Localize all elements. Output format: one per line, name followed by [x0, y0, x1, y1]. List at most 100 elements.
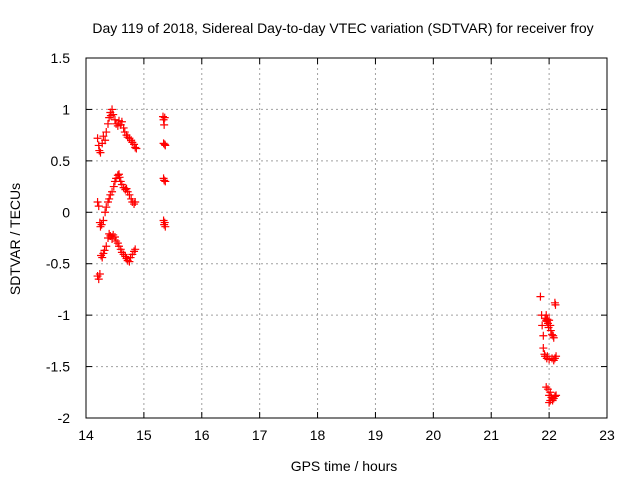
data-point — [108, 105, 117, 114]
x-tick-label: 21 — [483, 427, 499, 443]
data-point — [130, 200, 139, 209]
series-cluster-22 — [536, 292, 561, 407]
data-point — [101, 208, 110, 217]
data-points — [93, 105, 561, 407]
data-point — [99, 132, 108, 141]
data-point — [96, 148, 105, 157]
data-point — [131, 198, 140, 206]
data-point — [546, 326, 555, 335]
data-point — [117, 248, 126, 257]
x-tick-label: 20 — [426, 427, 442, 443]
data-point — [96, 222, 105, 231]
data-point — [542, 354, 551, 363]
y-tick-label: -2 — [58, 410, 71, 426]
data-point — [131, 245, 140, 254]
data-point — [105, 229, 114, 238]
data-point — [538, 321, 547, 330]
data-point — [99, 216, 108, 225]
data-point — [105, 113, 114, 122]
data-point — [95, 146, 104, 155]
data-point — [132, 144, 141, 153]
x-tick-label: 18 — [310, 427, 326, 443]
x-tick-label: 23 — [599, 427, 615, 443]
data-point — [536, 292, 545, 301]
data-point — [128, 138, 137, 147]
data-point — [160, 176, 169, 185]
data-point — [105, 194, 114, 203]
data-point — [161, 222, 170, 231]
data-point — [125, 190, 134, 199]
data-point — [161, 177, 170, 186]
data-point — [109, 230, 118, 239]
data-point — [131, 143, 140, 152]
series-arc-upper — [93, 105, 141, 157]
data-point — [110, 232, 119, 241]
data-point — [101, 136, 110, 145]
data-point — [160, 120, 169, 129]
data-point — [551, 300, 560, 309]
data-point — [109, 182, 118, 191]
data-point — [100, 246, 109, 255]
data-point — [541, 314, 550, 323]
data-point — [125, 257, 134, 266]
x-tick-label: 16 — [194, 427, 210, 443]
data-point — [127, 136, 136, 145]
data-point — [552, 391, 561, 400]
data-point — [117, 117, 126, 126]
plot-frame — [85, 57, 608, 419]
x-tick-label: 15 — [136, 427, 152, 443]
data-point — [125, 134, 134, 143]
x-tick-label: 22 — [541, 427, 557, 443]
data-point — [97, 220, 106, 229]
x-tick-label: 17 — [252, 427, 268, 443]
series-arc-middle — [93, 170, 140, 231]
grid-lines — [86, 58, 607, 418]
y-tick-label: -0.5 — [46, 256, 70, 272]
data-point — [102, 203, 111, 212]
data-point — [94, 275, 103, 284]
x-tick-label: 14 — [78, 427, 94, 443]
axis-ticks — [85, 57, 608, 419]
y-tick-label: -1 — [58, 307, 71, 323]
data-point — [545, 398, 554, 407]
data-point — [550, 354, 559, 363]
data-point — [546, 396, 555, 405]
data-point — [115, 173, 124, 182]
x-tick-label: 19 — [368, 427, 384, 443]
data-point — [160, 113, 169, 122]
chart-title: Day 119 of 2018, Sidereal Day-to-day VTE… — [92, 20, 593, 36]
data-point — [119, 250, 128, 259]
axis-tick-labels: 14 15 16 17 18 19 20 21 22 23 1.5 1 0.5 0 -0.5 -1 -1.5 -2 — [46, 50, 615, 443]
y-tick-label: 0 — [62, 204, 70, 220]
data-point — [539, 344, 548, 353]
data-point — [95, 270, 104, 278]
data-point — [94, 202, 103, 211]
data-point — [550, 392, 559, 401]
data-point — [546, 388, 555, 397]
data-point — [103, 119, 112, 128]
y-axis-label: SDTVAR / TECUs — [7, 183, 23, 295]
y-tick-label: -1.5 — [46, 359, 70, 375]
data-point — [93, 198, 102, 206]
data-point — [102, 128, 111, 137]
data-point — [121, 252, 130, 261]
data-point — [113, 171, 122, 180]
x-axis-label: GPS time / hours — [291, 458, 398, 474]
data-point — [112, 237, 121, 246]
data-point — [542, 383, 551, 392]
y-tick-label: 0.5 — [51, 153, 71, 169]
series-cluster-15.3 — [158, 112, 170, 231]
y-tick-label: 1.5 — [51, 50, 71, 66]
data-point — [549, 333, 558, 342]
series-arc-lower — [93, 229, 140, 284]
data-point — [93, 134, 102, 143]
data-point — [545, 316, 554, 325]
data-point — [539, 331, 548, 340]
data-point — [549, 356, 558, 365]
data-point — [130, 247, 139, 256]
data-point — [159, 139, 168, 148]
data-point — [102, 242, 111, 251]
data-point — [98, 253, 107, 262]
data-point — [552, 352, 561, 361]
